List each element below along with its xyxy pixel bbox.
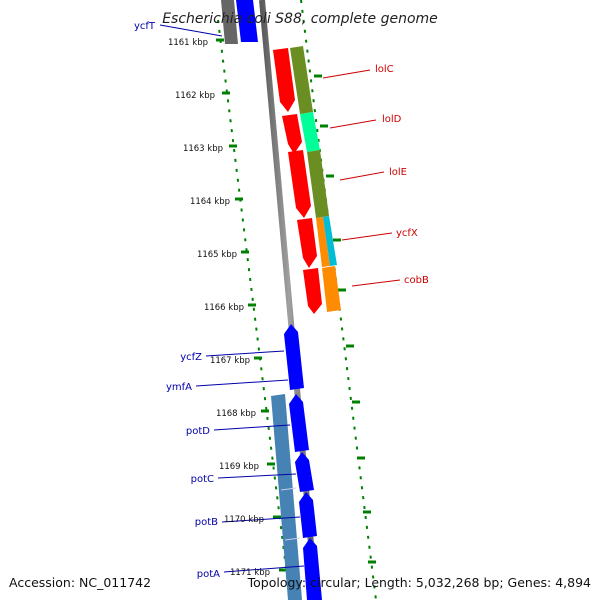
kbp-label: 1168 kbp bbox=[216, 409, 256, 419]
gene-potA-arrow[interactable] bbox=[303, 538, 322, 600]
gene-label-ycfT[interactable]: ycfT bbox=[134, 21, 156, 32]
kbp-label: 1171 kbp bbox=[230, 568, 270, 578]
reverse-genes bbox=[284, 324, 322, 600]
cog-ycfX-a[interactable] bbox=[316, 217, 330, 267]
gene-label-lolE[interactable]: lolE bbox=[389, 167, 407, 178]
kbp-label: 1167 kbp bbox=[210, 356, 250, 366]
gene-label-lolD[interactable]: lolD bbox=[382, 114, 402, 125]
cog-pot-operon[interactable] bbox=[271, 394, 302, 600]
kbp-label: 1170 kbp bbox=[224, 515, 264, 525]
cog-pot-divider-1 bbox=[280, 487, 297, 491]
kbp-label: 1166 kbp bbox=[204, 303, 244, 313]
gene-label-ycfZ[interactable]: ycfZ bbox=[180, 352, 202, 363]
gene-label-lolC[interactable]: lolC bbox=[375, 64, 394, 75]
topology-text: Topology: circular; Length: 5,032,268 bp… bbox=[247, 575, 591, 590]
gene-label-potD[interactable]: potD bbox=[186, 426, 210, 437]
cog-lolC[interactable] bbox=[290, 46, 313, 114]
gene-potB-arrow[interactable] bbox=[299, 492, 317, 538]
map-title: Escherichia coli S88, complete genome bbox=[162, 11, 438, 27]
right-gene-labels: lolC lolD lolE ycfX cobB bbox=[375, 64, 429, 286]
gene-label-ymfA[interactable]: ymfA bbox=[166, 382, 192, 393]
right-leaders bbox=[322, 69, 401, 287]
gene-lolD-arrow[interactable] bbox=[282, 114, 302, 154]
cog-ycfX-b[interactable] bbox=[323, 216, 337, 266]
gene-label-potC[interactable]: potC bbox=[191, 474, 214, 485]
forward-cog-bars bbox=[290, 46, 341, 312]
kbp-label: 1162 kbp bbox=[175, 91, 215, 101]
gene-label-potA[interactable]: potA bbox=[197, 569, 220, 580]
cog-pot-divider-2 bbox=[284, 537, 301, 541]
gene-ycfX-arrow[interactable] bbox=[297, 218, 317, 268]
kbp-label: 1163 kbp bbox=[183, 144, 223, 154]
gene-ycfZ-arrow[interactable] bbox=[284, 324, 304, 390]
cog-cobB[interactable] bbox=[322, 266, 341, 312]
gene-cobB-arrow[interactable] bbox=[303, 268, 322, 314]
left-leaders bbox=[159, 24, 305, 573]
gene-ycfT-block[interactable] bbox=[236, 0, 258, 42]
gene-label-cobB[interactable]: cobB bbox=[404, 275, 429, 286]
gene-label-potB[interactable]: potB bbox=[195, 517, 218, 528]
right-ticks bbox=[314, 74, 376, 564]
gene-lolC-arrow[interactable] bbox=[273, 48, 295, 112]
cog-lolD[interactable] bbox=[300, 112, 320, 152]
forward-genes bbox=[273, 48, 322, 314]
kbp-labels: 1161 kbp 1162 kbp 1163 kbp 1164 kbp 1165… bbox=[168, 38, 270, 578]
gene-ycfT-cog-block[interactable] bbox=[221, 0, 238, 44]
gene-label-ycfX[interactable]: ycfX bbox=[396, 228, 418, 239]
left-tick-track bbox=[217, 19, 291, 600]
accession-text: Accession: NC_011742 bbox=[9, 575, 151, 590]
left-gene-labels: ycfT ycfZ ymfA potD potC potB potA bbox=[134, 21, 220, 580]
kbp-label: 1164 kbp bbox=[190, 197, 230, 207]
kbp-label: 1169 kbp bbox=[219, 462, 259, 472]
cog-lolE[interactable] bbox=[307, 150, 329, 218]
gene-lolE-arrow[interactable] bbox=[288, 150, 311, 218]
kbp-label: 1161 kbp bbox=[168, 38, 208, 48]
gene-potC-arrow[interactable] bbox=[295, 452, 314, 492]
kbp-label: 1165 kbp bbox=[197, 250, 237, 260]
gene-potD-arrow[interactable] bbox=[289, 394, 309, 452]
